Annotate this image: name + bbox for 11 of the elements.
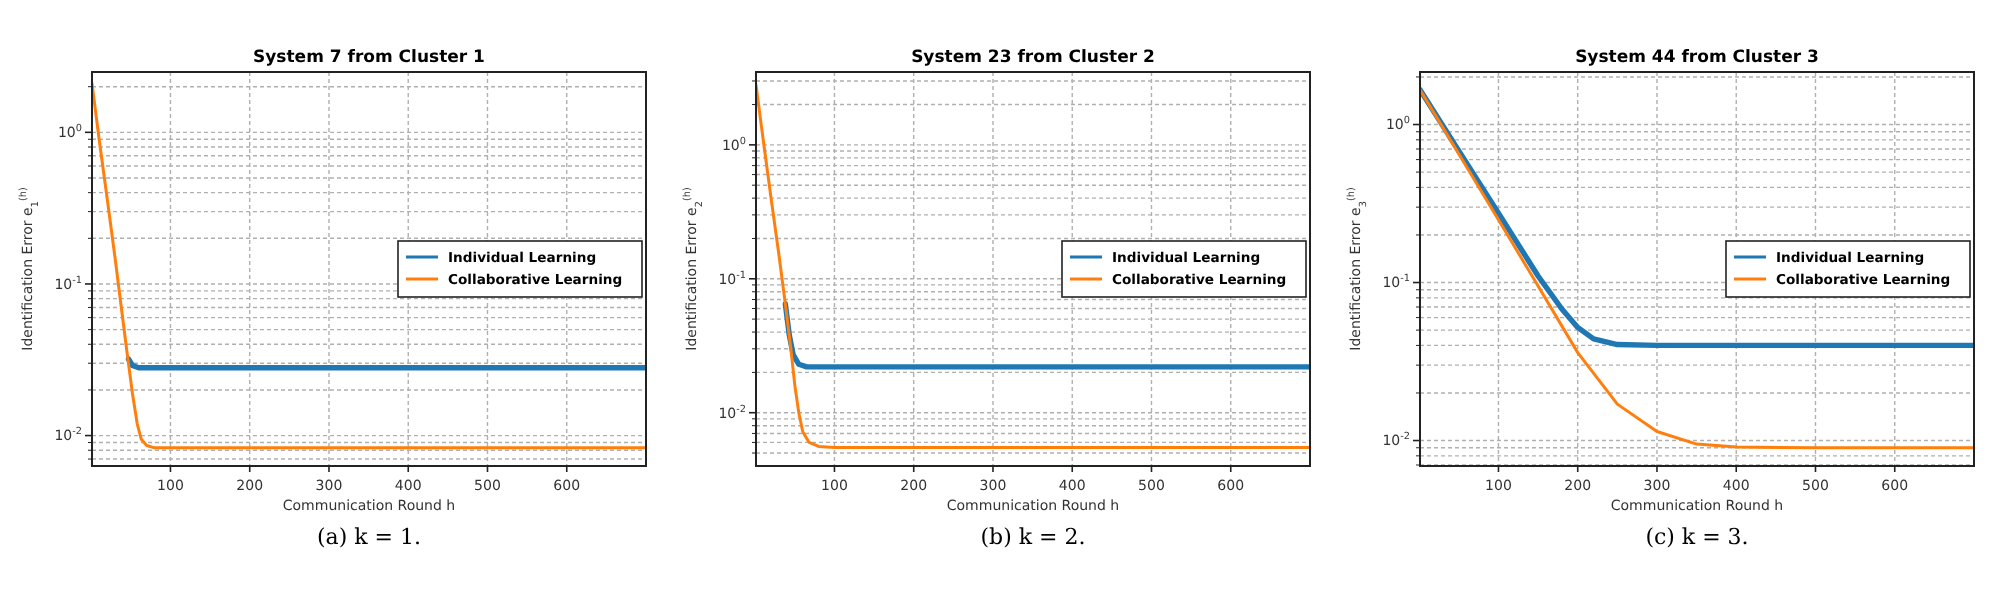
line-series <box>1420 88 1974 450</box>
line-series <box>782 301 1310 370</box>
text: (a) k = 1. <box>316 524 422 550</box>
text: (c) k = 3. <box>1645 524 1749 550</box>
text: (b) k = 2. <box>980 524 1086 550</box>
chart-title: System 7 from Cluster 1 <box>253 48 486 68</box>
line-series <box>756 83 1310 449</box>
chart-title: System 44 from Cluster 3 <box>1575 48 1820 68</box>
line-series <box>92 81 646 450</box>
chart-title: System 23 from Cluster 2 <box>911 48 1156 68</box>
line-series <box>1420 87 1974 349</box>
